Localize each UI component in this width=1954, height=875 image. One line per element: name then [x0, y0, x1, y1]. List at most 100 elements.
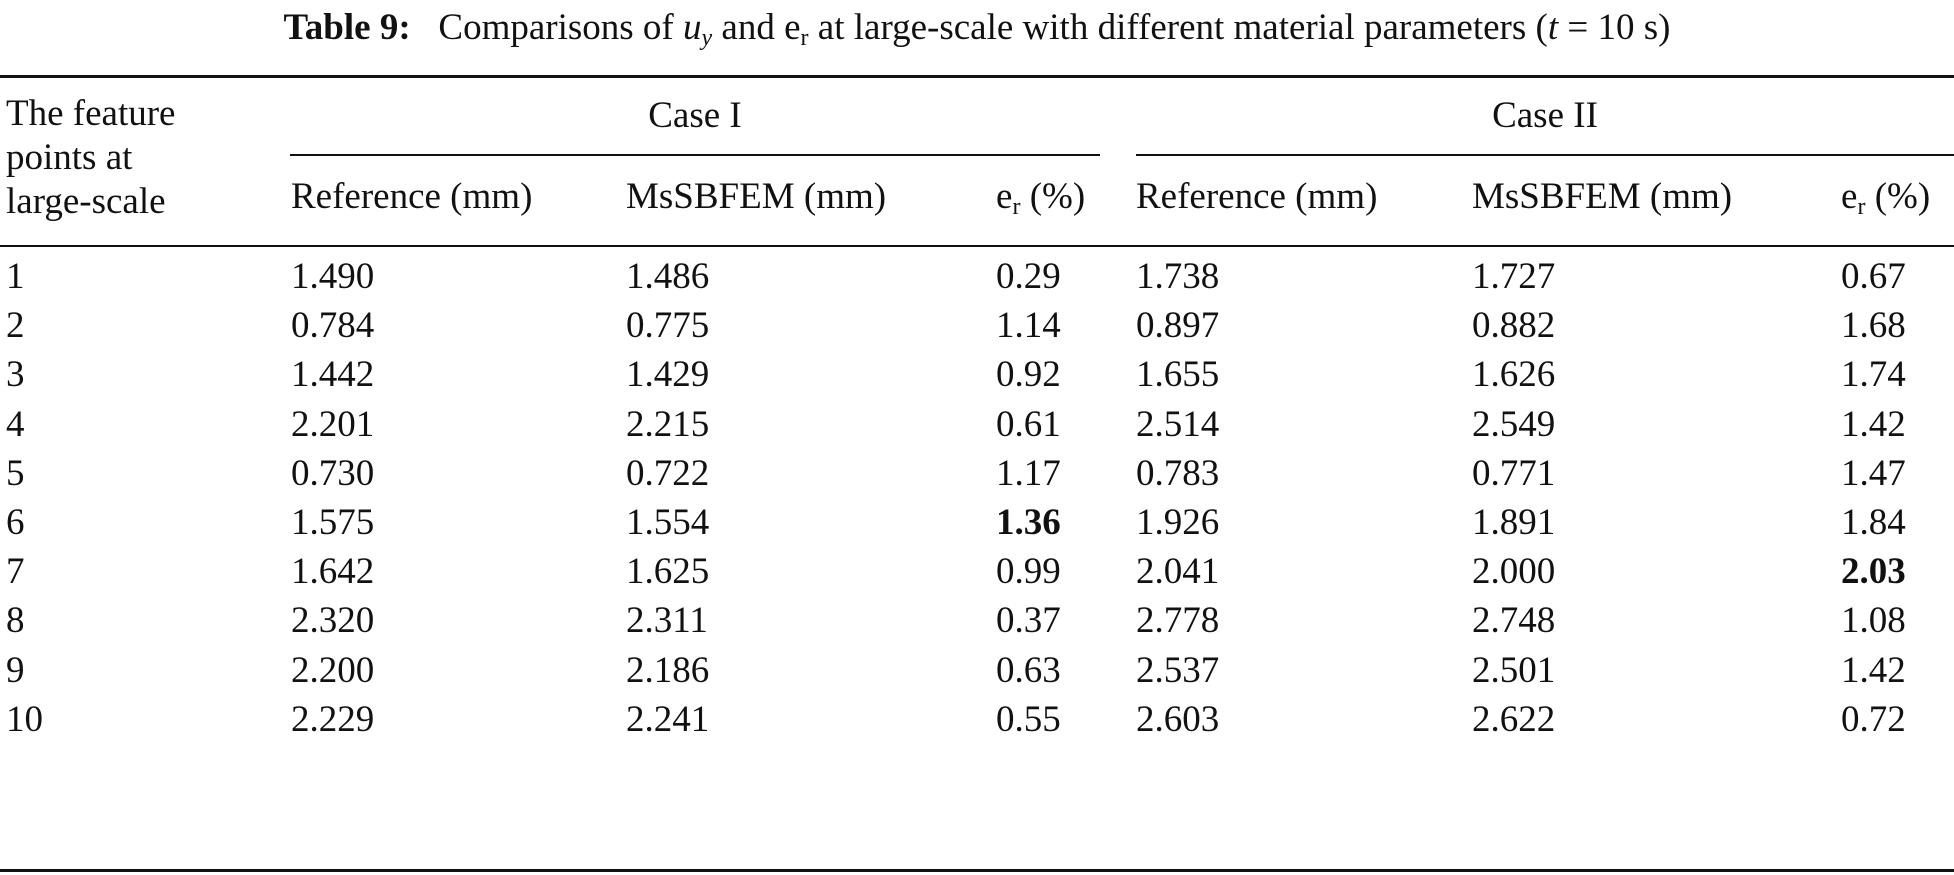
case-1-mssbfem-cell: 2.186 [626, 649, 710, 691]
case-2-mssbfem-header: MsSBFEM (mm) [1472, 176, 1733, 217]
case-2-error-sub: r [1857, 194, 1866, 220]
table-row: 8 2.320 2.311 0.37 2.778 2.748 1.08 [0, 591, 1954, 652]
case-2-error-symbol: e [1841, 176, 1858, 217]
case-2-header: Case II [1492, 95, 1598, 136]
case-1-reference-cell: 0.784 [291, 305, 375, 347]
case-1-error-cell: 0.37 [996, 600, 1061, 642]
case-2-mssbfem-cell: 2.000 [1472, 551, 1556, 593]
case-1-mssbfem-cell: 2.311 [626, 600, 708, 642]
bottom-rule [0, 869, 1954, 872]
case-1-error-cell: 1.36 [996, 502, 1061, 543]
case-2-error-cell: 1.74 [1841, 354, 1906, 396]
case-2-error-unit: (%) [1874, 176, 1931, 217]
table-row: 4 2.201 2.215 0.61 2.514 2.549 1.42 [0, 395, 1954, 456]
case-1-mssbfem-header: MsSBFEM (mm) [626, 176, 887, 217]
table-row: 3 1.442 1.429 0.92 1.655 1.626 1.74 [0, 345, 1954, 406]
case-2-reference-cell: 2.778 [1136, 600, 1220, 642]
case-2-reference-cell: 2.041 [1136, 551, 1220, 593]
case-1-header: Case I [648, 95, 742, 136]
case-2-error-cell: 0.72 [1841, 698, 1906, 740]
feature-point-cell: 5 [6, 452, 25, 494]
case-1-error-unit: (%) [1029, 176, 1086, 217]
caption-uy-symbol: u [683, 7, 702, 48]
case-1-mssbfem-cell: 2.241 [626, 698, 710, 740]
caption-text-and: and [721, 7, 775, 48]
case-1-mssbfem-cell: 0.775 [626, 305, 710, 347]
case-2-mssbfem-cell: 1.727 [1472, 256, 1556, 297]
feature-point-cell: 2 [6, 305, 25, 347]
table-caption: Table 9: Comparisons of uy and er at lar… [0, 0, 1954, 62]
case-2-reference-cell: 2.514 [1136, 403, 1220, 445]
case-2-error-cell: 0.67 [1841, 256, 1906, 297]
feature-point-cell: 3 [6, 354, 25, 396]
case-2-error-cell: 1.84 [1841, 502, 1906, 543]
feature-point-cell: 9 [6, 649, 25, 691]
case-2-reference-cell: 2.537 [1136, 649, 1220, 691]
case-2-error-cell: 1.42 [1841, 403, 1906, 445]
caption-uy-sub: y [701, 25, 713, 51]
feature-point-cell: 1 [6, 256, 25, 297]
feature-point-cell: 8 [6, 600, 25, 642]
feature-point-cell: 7 [6, 551, 25, 593]
case-1-reference-header: Reference (mm) [291, 176, 533, 217]
case-1-error-cell: 1.14 [996, 305, 1061, 347]
top-rule [0, 75, 1954, 78]
table-row: 2 0.784 0.775 1.14 0.897 0.882 1.68 [0, 296, 1954, 357]
case-1-error-cell: 0.92 [996, 354, 1061, 396]
caption-text-after: at large-scale with different material p… [817, 7, 1548, 48]
table-row: 10 2.229 2.241 0.55 2.603 2.622 0.72 [0, 690, 1954, 751]
case-2-error-cell: 1.42 [1841, 649, 1906, 691]
case-1-reference-cell: 2.320 [291, 600, 375, 642]
feature-point-cell: 4 [6, 403, 25, 445]
case-2-mssbfem-cell: 1.626 [1472, 354, 1556, 396]
case-1-reference-cell: 1.642 [291, 551, 375, 593]
first-column-header-line-1: The feature [6, 93, 176, 134]
case-1-error-sub: r [1012, 194, 1021, 220]
case-1-reference-cell: 1.575 [291, 502, 375, 543]
case-2-mssbfem-cell: 1.891 [1472, 502, 1556, 543]
case-2-reference-cell: 1.926 [1136, 502, 1220, 543]
feature-point-cell: 10 [6, 698, 43, 740]
case-2-reference-cell: 0.897 [1136, 305, 1220, 347]
table-row: 9 2.200 2.186 0.63 2.537 2.501 1.42 [0, 641, 1954, 702]
first-column-header-line-3: large-scale [6, 181, 166, 222]
case-1-mssbfem-cell: 1.486 [626, 256, 710, 297]
case-2-mssbfem-cell: 0.771 [1472, 452, 1556, 494]
case-1-reference-cell: 2.200 [291, 649, 375, 691]
case-2-error-cell: 1.68 [1841, 305, 1906, 347]
first-column-header-line-2: points at [6, 137, 133, 178]
case-1-reference-cell: 1.490 [291, 256, 375, 297]
caption-er-symbol: e [784, 7, 801, 48]
caption-t-symbol: t [1547, 7, 1559, 48]
case-1-reference-cell: 1.442 [291, 354, 375, 396]
caption-text-1: Comparisons of [438, 7, 674, 48]
case-2-error-cell: 1.08 [1841, 600, 1906, 642]
case-1-mssbfem-cell: 1.554 [626, 502, 710, 543]
case-1-reference-cell: 2.201 [291, 403, 375, 445]
table-row: 1 1.490 1.486 0.29 1.738 1.727 0.67 [0, 247, 1954, 308]
case-1-error-cell: 1.17 [996, 452, 1061, 494]
caption-er-sub: r [800, 25, 809, 51]
case-2-mssbfem-cell: 2.622 [1472, 698, 1556, 740]
case-1-error-cell: 0.99 [996, 551, 1061, 593]
header-rule [0, 245, 1954, 247]
case-1-error-cell: 0.63 [996, 649, 1061, 691]
case-1-mssbfem-cell: 1.625 [626, 551, 710, 593]
first-column-header: The feature points at large-scale [6, 92, 266, 224]
case-2-mssbfem-cell: 2.549 [1472, 403, 1556, 445]
case-2-error-cell: 1.47 [1841, 452, 1906, 494]
case-2-mssbfem-cell: 2.501 [1472, 649, 1556, 691]
case-1-error-cell: 0.29 [996, 256, 1061, 297]
table-row: 7 1.642 1.625 0.99 2.041 2.000 2.03 [0, 542, 1954, 603]
case-1-reference-cell: 2.229 [291, 698, 375, 740]
table-label: Table 9: [283, 7, 411, 48]
case-1-subrule [290, 154, 1100, 156]
case-1-error-cell: 0.55 [996, 698, 1061, 740]
case-1-mssbfem-cell: 1.429 [626, 354, 710, 396]
table-row: 6 1.575 1.554 1.36 1.926 1.891 1.84 [0, 493, 1954, 554]
case-2-error-header: er (%) [1841, 176, 1931, 220]
table-row: 5 0.730 0.722 1.17 0.783 0.771 1.47 [0, 444, 1954, 505]
case-1-reference-cell: 0.730 [291, 452, 375, 494]
case-1-mssbfem-cell: 2.215 [626, 403, 710, 445]
case-1-error-cell: 0.61 [996, 403, 1061, 445]
